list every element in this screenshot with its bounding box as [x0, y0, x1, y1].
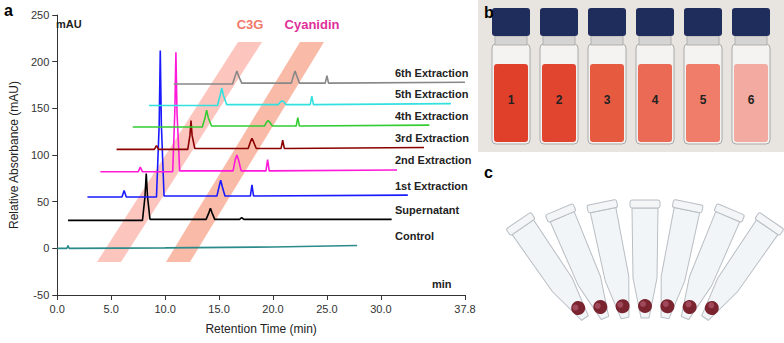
svg-text:Retention Time (min): Retention Time (min): [205, 322, 316, 336]
svg-text:4: 4: [652, 93, 659, 107]
svg-text:25.0: 25.0: [316, 303, 337, 315]
svg-text:250: 250: [31, 9, 49, 21]
svg-text:200: 200: [31, 56, 49, 68]
svg-text:150: 150: [31, 102, 49, 114]
svg-text:5: 5: [700, 93, 707, 107]
svg-text:Cyanidin: Cyanidin: [285, 17, 340, 32]
svg-text:6: 6: [748, 93, 755, 107]
svg-text:1: 1: [508, 93, 515, 107]
svg-text:10.0: 10.0: [154, 303, 175, 315]
svg-text:30.0: 30.0: [370, 303, 391, 315]
svg-text:a: a: [4, 2, 13, 19]
svg-text:5th Extraction: 5th Extraction: [395, 88, 469, 100]
svg-text:5.0: 5.0: [104, 303, 119, 315]
svg-text:c: c: [484, 164, 493, 181]
svg-text:15.0: 15.0: [208, 303, 229, 315]
svg-text:Supernatant: Supernatant: [395, 204, 460, 216]
svg-text:Relative Absorbance (mAU): Relative Absorbance (mAU): [7, 81, 21, 229]
svg-text:100: 100: [31, 149, 49, 161]
svg-text:6th Extraction: 6th Extraction: [395, 67, 469, 79]
svg-text:2: 2: [556, 93, 563, 107]
svg-text:b: b: [484, 4, 494, 21]
svg-text:4th Extraction: 4th Extraction: [395, 110, 469, 122]
svg-text:0: 0: [43, 242, 49, 254]
svg-text:37.8: 37.8: [454, 303, 475, 315]
svg-text:2nd Extraction: 2nd Extraction: [395, 154, 472, 166]
svg-text:0.0: 0.0: [50, 303, 65, 315]
svg-text:C3G: C3G: [237, 17, 264, 32]
svg-text:min: min: [432, 278, 452, 290]
svg-text:50: 50: [37, 196, 49, 208]
svg-text:3: 3: [604, 93, 611, 107]
svg-text:Control: Control: [395, 230, 434, 242]
svg-text:mAU: mAU: [56, 18, 82, 30]
svg-text:20.0: 20.0: [262, 303, 283, 315]
svg-text:1st Extraction: 1st Extraction: [395, 180, 468, 192]
svg-text:3rd Extraction: 3rd Extraction: [395, 132, 469, 144]
svg-text:-50: -50: [33, 289, 49, 301]
